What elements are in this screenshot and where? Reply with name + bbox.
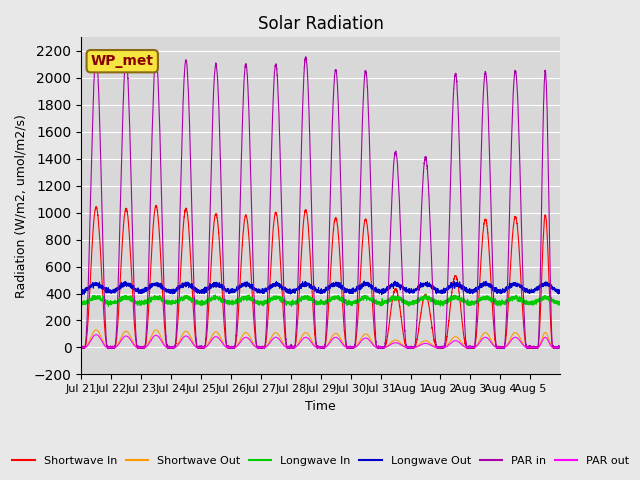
Line: Shortwave Out: Shortwave Out [81,330,560,348]
Shortwave Out [338,339,346,345]
Shortwave Out [452,334,460,339]
Line: Shortwave In: Shortwave In [81,205,560,348]
PAR in [364,92,372,97]
Shortwave In [488,289,495,295]
Shortwave In [476,289,483,295]
PAR in [77,343,85,349]
Shortwave In [452,274,460,279]
PAR out [364,336,371,342]
Shortwave Out [92,327,100,333]
Line: Longwave In: Longwave In [81,295,560,306]
Shortwave Out [77,345,85,350]
PAR in [152,54,160,60]
Shortwave In [338,293,346,299]
PAR out [77,345,85,350]
Y-axis label: Radiation (W/m2, umol/m2/s): Radiation (W/m2, umol/m2/s) [15,114,28,298]
Longwave Out [488,284,495,290]
PAR out [476,340,483,346]
PAR in [488,227,495,233]
Shortwave In [77,344,85,350]
Longwave In [77,300,85,305]
Longwave Out [452,280,460,286]
Shortwave Out [364,332,371,338]
Longwave Out [476,284,483,289]
Longwave Out [78,292,86,298]
Shortwave In [364,228,372,233]
Longwave Out [77,288,85,294]
Shortwave Out [177,336,184,342]
Shortwave In [79,345,86,351]
Longwave In [556,300,564,305]
PAR in [476,224,483,229]
Longwave Out [360,278,368,284]
Line: PAR out: PAR out [81,335,560,348]
Line: Longwave Out: Longwave Out [81,281,560,295]
PAR in [78,345,86,351]
Shortwave Out [556,345,564,350]
PAR out [177,338,184,344]
Legend: Shortwave In, Shortwave Out, Longwave In, Longwave Out, PAR in, PAR out: Shortwave In, Shortwave Out, Longwave In… [8,451,634,470]
Longwave In [364,295,372,300]
Title: Solar Radiation: Solar Radiation [258,15,383,33]
PAR in [452,72,460,77]
Longwave In [177,296,184,302]
Shortwave In [152,203,160,208]
Shortwave Out [476,338,483,344]
Longwave In [488,297,495,302]
PAR out [338,340,346,346]
PAR out [488,340,495,346]
PAR out [92,332,100,337]
Longwave In [104,303,112,309]
PAR in [177,185,184,191]
PAR out [556,345,564,350]
PAR in [556,344,564,349]
Longwave Out [338,282,346,288]
Longwave In [245,292,253,298]
Longwave In [452,292,460,298]
Shortwave In [556,344,564,350]
Shortwave Out [488,338,495,344]
PAR in [338,232,346,238]
Longwave Out [364,280,372,286]
PAR out [452,338,460,344]
Line: PAR in: PAR in [81,57,560,348]
Longwave In [338,299,346,304]
Longwave Out [556,288,564,293]
Longwave Out [177,283,184,289]
Longwave In [476,296,483,301]
Shortwave In [177,267,184,273]
X-axis label: Time: Time [305,400,336,413]
Text: WP_met: WP_met [91,54,154,68]
